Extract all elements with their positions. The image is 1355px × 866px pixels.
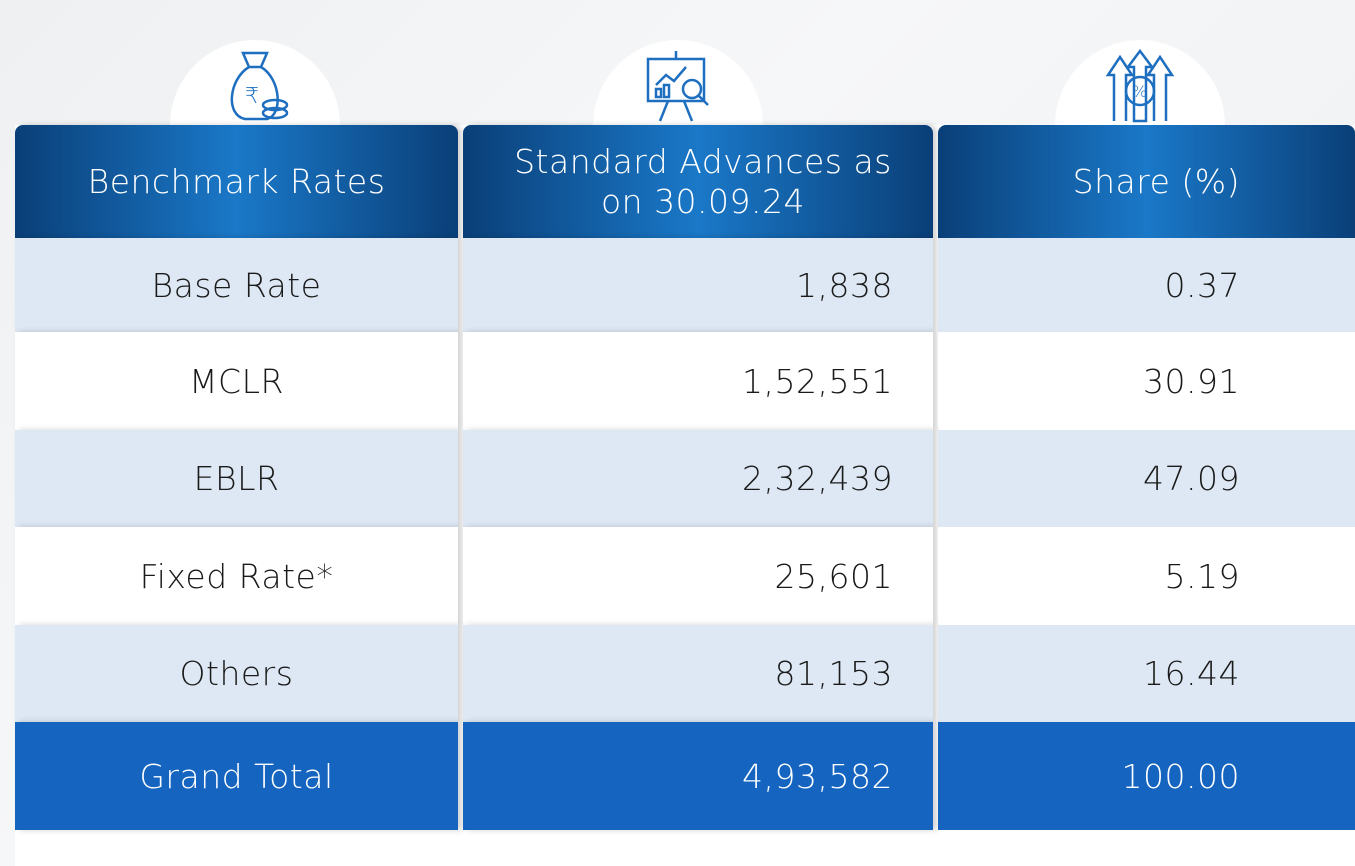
table-cell: 1,52,551 (463, 332, 933, 430)
table-cell: Base Rate (15, 238, 458, 332)
table-cell: EBLR (15, 430, 458, 527)
table-cell: 30.91 (938, 332, 1355, 430)
cell-text: Fixed Rate* (139, 556, 334, 596)
cell-text: 25,601 (774, 556, 893, 596)
table-cell: 16.44 (938, 625, 1355, 722)
cell-text: 81,153 (774, 654, 893, 693)
money-bag-icon: ₹ (230, 51, 289, 121)
percent-up-icon: % (1105, 48, 1175, 123)
cell-text: 5.19 (1164, 556, 1240, 596)
cell-text: 1,838 (796, 265, 893, 305)
total-cell: 4,93,582 (463, 722, 933, 830)
cell-text: 0.37 (1164, 265, 1240, 305)
total-cell: Grand Total (15, 722, 458, 830)
cell-text: Standard Advances as on 30.09.24 (514, 141, 892, 221)
header-cell: Standard Advances as on 30.09.24 (463, 125, 933, 238)
cell-text: Grand Total (139, 756, 334, 796)
svg-text:₹: ₹ (245, 84, 259, 109)
table-cell: MCLR (15, 332, 458, 430)
table-cell: 47.09 (938, 430, 1355, 527)
cell-text: 16.44 (1143, 654, 1240, 693)
total-cell: 100.00 (938, 722, 1355, 830)
header-cell: Benchmark Rates (15, 125, 458, 238)
table-cell: 2,32,439 (463, 430, 933, 527)
cell-text: Base Rate (151, 265, 322, 305)
cell-text: EBLR (193, 459, 280, 498)
table-cell: 0.37 (938, 238, 1355, 332)
cell-text: Share (%) (1072, 161, 1240, 201)
cell-text: Benchmark Rates (87, 161, 386, 201)
cell-text: Others (179, 654, 294, 693)
chart-icon (646, 51, 709, 122)
header-cell: Share (%) (938, 125, 1355, 238)
table-cell: 5.19 (938, 527, 1355, 625)
cell-text: 47.09 (1143, 459, 1240, 498)
cell-text: 100.00 (1121, 756, 1240, 796)
table-cell: 81,153 (463, 625, 933, 722)
table-cell: 25,601 (463, 527, 933, 625)
cell-text: 30.91 (1143, 361, 1240, 401)
cell-text: 2,32,439 (742, 459, 893, 498)
cell-text: 4,93,582 (742, 756, 893, 796)
cell-text: 1,52,551 (742, 361, 893, 401)
cell-text: MCLR (189, 361, 284, 401)
table-cell: Fixed Rate* (15, 527, 458, 625)
table-cell: Others (15, 625, 458, 722)
table-cell: 1,838 (463, 238, 933, 332)
svg-text:%: % (1132, 82, 1147, 101)
